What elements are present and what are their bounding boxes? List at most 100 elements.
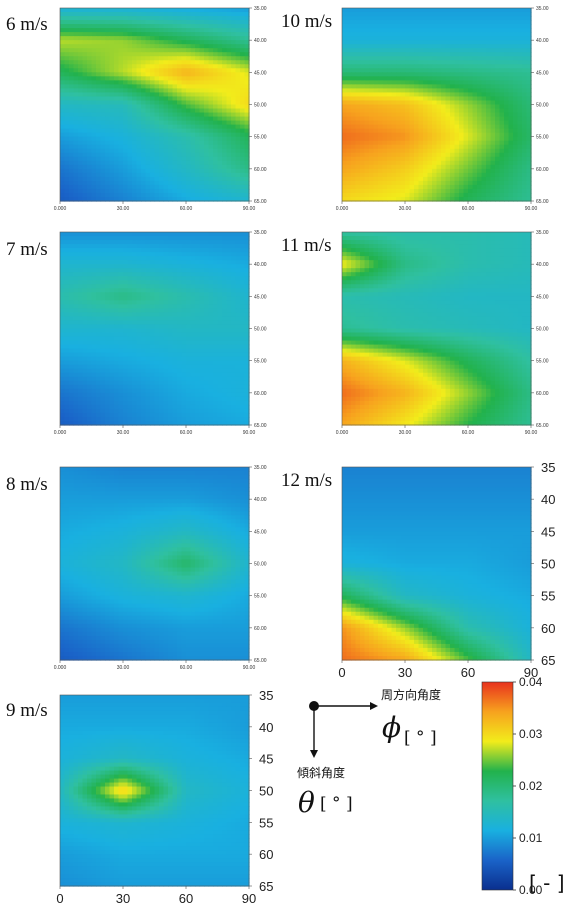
heatmap-cell (141, 112, 147, 118)
heatmap-cell (195, 248, 201, 253)
heatmap-cell (463, 8, 469, 13)
heatmap-cell (172, 260, 178, 265)
heatmap-cell (342, 8, 348, 13)
heatmap-cell (127, 184, 133, 190)
heatmap-cell (181, 148, 187, 154)
heatmap-cell (123, 84, 129, 90)
heatmap-cell (481, 80, 487, 85)
heatmap-cell (159, 88, 165, 94)
heatmap-cell (136, 308, 142, 314)
heatmap-cell (226, 24, 232, 29)
heatmap-cell (78, 252, 84, 257)
heatmap-cell (145, 32, 151, 37)
heatmap-cell (145, 192, 151, 198)
heatmap-cell (450, 84, 456, 90)
heatmap-cell (64, 96, 70, 102)
heatmap-cell (141, 108, 147, 114)
heatmap-cell (423, 156, 429, 162)
heatmap-cell (400, 40, 406, 45)
heatmap-cell (73, 172, 79, 178)
heatmap-cell (190, 252, 196, 257)
heatmap-cell (378, 80, 384, 85)
heatmap-cell (64, 280, 70, 285)
heatmap-cell (499, 44, 505, 49)
heatmap-cell (495, 80, 501, 85)
heatmap-cell (477, 20, 483, 25)
heatmap-cell (235, 300, 241, 305)
heatmap-cell (450, 164, 456, 170)
heatmap-cell (73, 36, 79, 41)
heatmap-cell (181, 300, 187, 305)
heatmap-cell (346, 140, 352, 146)
heatmap-cell (145, 28, 151, 33)
heatmap-cell (231, 248, 237, 253)
heatmap-cell (195, 84, 201, 90)
heatmap-cell (96, 316, 102, 322)
heatmap-cell (235, 148, 241, 154)
heatmap-cell (82, 88, 88, 94)
heatmap-cell (382, 152, 388, 158)
heatmap-cell (513, 28, 519, 33)
heatmap-cell (141, 36, 147, 41)
heatmap-cell (190, 12, 196, 17)
heatmap-cell (100, 308, 106, 314)
heatmap-cell (60, 176, 66, 182)
heatmap-cell (240, 244, 246, 249)
heatmap-cell (181, 192, 187, 198)
heatmap-cell (159, 24, 165, 29)
heatmap-cell (414, 160, 420, 166)
heatmap-cell (100, 144, 106, 150)
heatmap-cell (342, 56, 348, 61)
heatmap-cell (235, 64, 241, 69)
heatmap-cell (105, 252, 111, 257)
heatmap-cell (490, 32, 496, 37)
heatmap-cell (418, 44, 424, 49)
heatmap-cell (127, 300, 133, 305)
heatmap-cell (217, 16, 223, 21)
heatmap-cell (217, 36, 223, 41)
heatmap-cell (244, 256, 250, 261)
heatmap-cell (472, 76, 478, 81)
heatmap-cell (82, 164, 88, 170)
heatmap-cell (364, 132, 370, 138)
heatmap-cell (195, 28, 201, 33)
heatmap-cell (445, 100, 451, 106)
heatmap-cell (351, 112, 357, 118)
heatmap-cell (168, 276, 174, 281)
heatmap-cell (463, 164, 469, 170)
heatmap-cell (486, 144, 492, 150)
heatmap-cell (204, 296, 210, 301)
heatmap-cell (87, 44, 93, 49)
heatmap-cell (522, 84, 528, 90)
heatmap-cell (463, 120, 469, 126)
heatmap-cell (364, 48, 370, 53)
heatmap-cell (190, 188, 196, 194)
heatmap-cell (432, 84, 438, 90)
heatmap-cell (490, 80, 496, 85)
heatmap-cell (346, 88, 352, 94)
heatmap-cell (114, 248, 120, 253)
heatmap-cell (60, 12, 66, 17)
heatmap-cell (445, 128, 451, 134)
heatmap-cell (373, 96, 379, 102)
heatmap-cell (369, 172, 375, 178)
heatmap-cell (159, 164, 165, 170)
heatmap-cell (226, 104, 232, 110)
heatmap-cell (450, 144, 456, 150)
heatmap-cell (145, 156, 151, 162)
heatmap-cell (60, 108, 66, 114)
heatmap-cell (150, 164, 156, 170)
heatmap-cell (418, 92, 424, 98)
heatmap-cell (240, 280, 246, 285)
heatmap-cell (222, 240, 228, 245)
heatmap-cell (355, 112, 361, 118)
heatmap-cell (226, 84, 232, 90)
heatmap-cell (181, 152, 187, 158)
heatmap-cell (226, 268, 232, 273)
heatmap-cell (91, 288, 97, 293)
heatmap-cell (118, 64, 124, 69)
heatmap-cell (454, 20, 460, 25)
heatmap-cell (441, 36, 447, 41)
heatmap-cell (432, 120, 438, 126)
heatmap-cell (172, 100, 178, 106)
